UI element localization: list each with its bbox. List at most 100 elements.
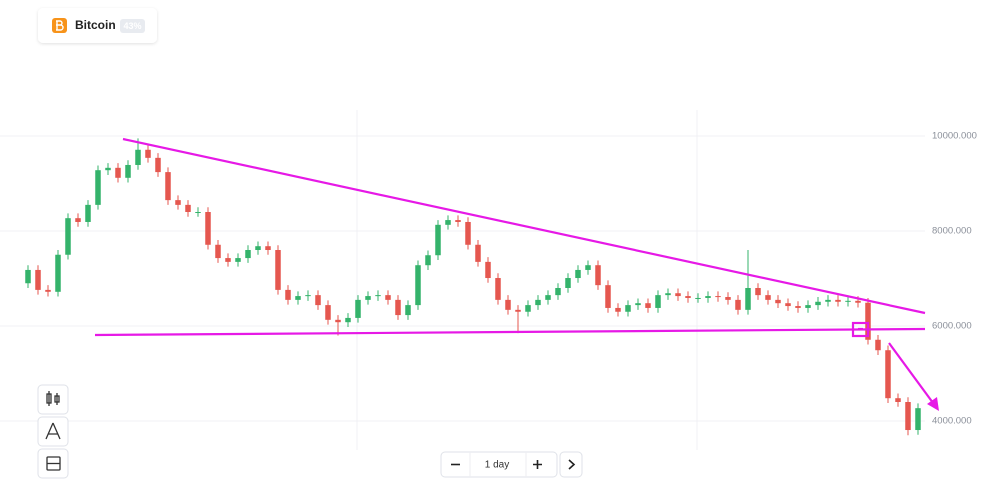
candle-body [515,309,521,312]
candle-body [545,295,551,300]
candle-body [805,305,811,308]
candle-body [75,218,81,222]
y-tick-label: 10000.000 [932,131,977,142]
candle-body [695,297,701,299]
candle-body [475,244,481,262]
y-tick-label: 8000.000 [932,226,972,237]
resistance-trendline [122,137,926,315]
candle-body [135,149,141,165]
candle-body [185,204,191,212]
drawings [94,137,939,411]
candle-body [735,299,741,310]
asset-card[interactable]: Bitcoin 43% [38,8,157,43]
y-tick-label: 6000.000 [932,321,972,332]
candle-body [465,221,471,245]
candle-body [65,218,71,255]
candle-body [905,402,911,431]
candle-body [715,296,721,298]
candle-body [125,164,131,178]
candle-body [445,220,451,225]
candle-body [115,167,121,178]
asset-icon-glyph [56,20,64,31]
candle-body [145,149,151,158]
candle-body [555,288,561,296]
candle-body [525,305,531,312]
next-button[interactable] [559,451,583,478]
candle-body [165,172,171,201]
icon [45,422,61,440]
candle-body [505,299,511,310]
candle-body [865,302,871,340]
candle-body [455,220,461,222]
candle-body [895,398,901,402]
candle-body [575,269,581,279]
y-axis: 10000.000 8000.000 6000.000 4000.000 [0,131,977,427]
interval-control: 1 day [440,451,583,478]
candles-tool[interactable] [37,384,69,415]
candle-body [435,224,441,256]
card[interactable] [38,8,157,43]
candle-body [645,303,651,308]
candle-body [45,289,51,292]
candle-body [355,299,361,318]
candle-body [375,295,381,297]
candle-body [565,278,571,288]
candle-body [155,157,161,173]
candle-body [815,301,821,306]
candle-body [205,212,211,245]
candle-body [605,285,611,308]
candle-body [795,306,801,308]
candle-body [425,255,431,266]
candle-body [245,250,251,259]
candle-body [665,293,671,296]
candle-body [885,350,891,399]
candle-body [95,170,101,205]
y-tick-label: 4000.000 [932,416,972,427]
candle-body [915,408,921,431]
candle-body [35,269,41,290]
candle-body [315,295,321,306]
candle-body [495,278,501,300]
badge-bg [120,19,145,33]
candle-body [835,299,841,302]
drawing-tool[interactable] [37,416,69,447]
badge: 43% [123,21,141,31]
candle-body [875,339,881,351]
candle-body [85,204,91,222]
candle-body [365,296,371,300]
candle-body [55,254,61,292]
candle-body [325,305,331,320]
candle-body [675,293,681,297]
candle-body [785,303,791,307]
candle-body [685,296,691,298]
candle-body [705,296,711,298]
vertical-grid [356,110,698,450]
candle-body [195,212,201,213]
candle-body [235,258,241,262]
zoom-in-button[interactable] [533,460,542,469]
candle-body [485,261,491,279]
candle-body [275,250,281,290]
forecast-arrow [888,342,937,408]
breakout-marker [851,321,870,338]
candle-body [635,303,641,306]
candle-body [335,319,341,323]
next-icon [568,459,576,470]
candle-body [215,244,221,259]
candle-body [305,295,311,297]
candle-body [105,167,111,171]
candle-body [615,307,621,312]
candle-body [175,200,181,205]
candle-body [535,299,541,306]
candle-body [655,295,661,308]
candle-body [25,269,31,284]
candle-body [625,305,631,312]
interval-label[interactable]: 1 day [485,460,509,471]
candle-body [725,297,731,300]
candle-body [295,296,301,300]
candle-body [345,317,351,323]
candle-body [775,299,781,304]
candle-body [265,246,271,250]
